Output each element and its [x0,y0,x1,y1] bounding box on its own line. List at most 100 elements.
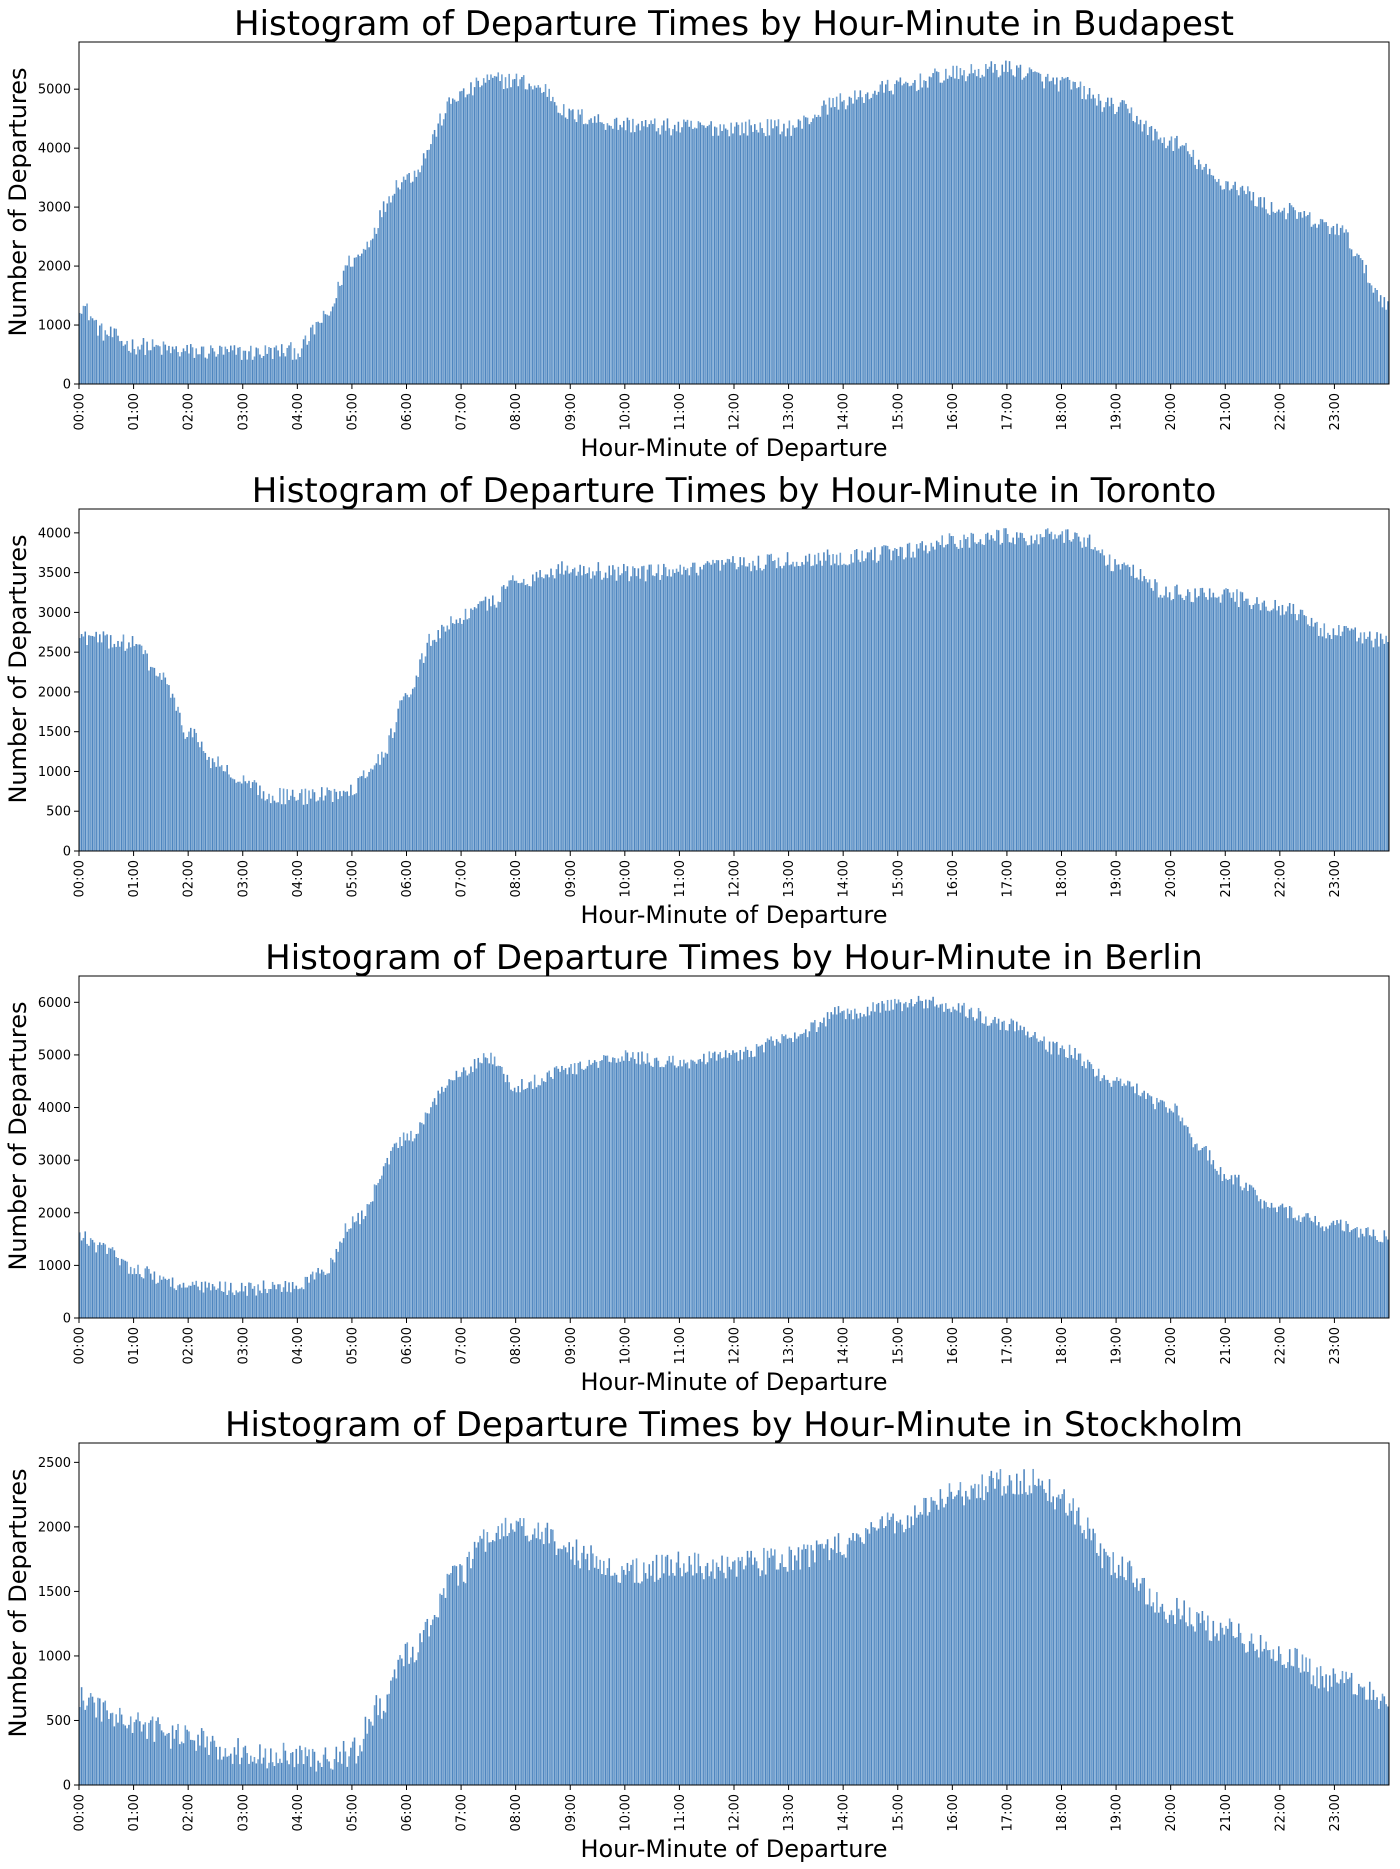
histogram-bar [1188,1607,1191,1785]
x-tick-label: 07:00 [455,1327,470,1364]
histogram-bar [1174,1103,1176,1318]
histogram-bar [350,784,352,851]
histogram-bar [661,1066,663,1318]
histogram-bar [512,1091,514,1318]
histogram-bar [564,1547,567,1785]
histogram-bar [1288,203,1291,384]
histogram-bar [193,1740,196,1785]
histogram-bar [617,1582,620,1785]
histogram-bar [295,1285,298,1318]
histogram-bar [311,1748,314,1785]
histogram-bar [814,1562,816,1785]
histogram-bar [280,1762,283,1785]
histogram-bar [533,581,536,851]
histogram-bar [393,1143,396,1318]
histogram-bar [399,189,401,384]
histogram-bar [415,1660,418,1785]
histogram-bar [1119,1078,1122,1318]
histogram-bar [586,1066,589,1318]
histogram-bar [1134,122,1136,384]
histogram-bar [739,1560,742,1785]
histogram-bar [706,1562,709,1785]
histogram-bar [784,1566,787,1785]
histogram-bar [1074,1048,1076,1318]
histogram-bar [894,83,896,385]
histogram-bar [226,765,228,851]
histogram-bar [890,1516,893,1785]
y-tick-label: 3000 [38,1154,71,1169]
histogram-bar [102,1242,105,1318]
histogram-bar [573,1063,576,1318]
histogram-bar [466,1075,469,1318]
histogram-bar [1236,589,1238,851]
histogram-bar [200,1281,203,1318]
histogram-bar [757,132,760,384]
histogram-bar [459,618,461,851]
histogram-bar [379,764,381,851]
histogram-bar [801,562,803,851]
histogram-bar [113,1726,116,1785]
histogram-bar [1268,214,1271,384]
histogram-bar [966,537,969,851]
histogram-bar [1258,197,1260,384]
histogram-bar [1381,639,1384,851]
histogram-bar [1370,640,1373,851]
histogram-bar [1376,632,1378,851]
histogram-bar [484,1057,487,1318]
histogram-bar [1101,1568,1104,1785]
histogram-bar [100,1721,103,1785]
histogram-bar [271,1762,274,1785]
histogram-bar [1383,1696,1386,1785]
x-tick-label: 19:00 [1110,860,1125,897]
histogram-bar [1050,80,1053,385]
histogram-bar [990,61,993,384]
histogram-bar [1061,1045,1064,1318]
histogram-bar [502,89,505,384]
histogram-bar [888,1520,891,1785]
histogram-bar [990,535,993,851]
histogram-bar [175,1290,177,1318]
histogram-bar [1016,1473,1018,1785]
histogram-bar [641,121,643,385]
histogram-bar [422,662,425,851]
histogram-bar [353,1222,356,1318]
histogram-bar [366,1204,369,1318]
histogram-bar [1290,1665,1293,1785]
histogram-bar [211,758,214,851]
histogram-bar [253,780,256,851]
histogram-bar [930,1000,933,1318]
histogram-bar [562,1069,565,1318]
histogram-bar [448,97,450,385]
histogram-bar [1287,606,1289,851]
histogram-bar [381,751,383,851]
histogram-bar [683,119,685,384]
histogram-bar [402,1132,405,1318]
histogram-bar [517,1521,520,1785]
histogram-bar [992,538,994,851]
histogram-bar [1367,1699,1369,1785]
histogram-bar [1132,120,1135,384]
histogram-bar [1188,592,1191,851]
histogram-bar [142,338,145,384]
histogram-bar [595,1556,598,1785]
histogram-bar [948,1008,951,1318]
histogram-bar [533,85,536,384]
histogram-bar [726,129,729,384]
histogram-bar [815,1031,818,1318]
histogram-bar [122,345,125,384]
histogram-bar [559,113,561,384]
histogram-bar [883,92,885,385]
histogram-bar [233,345,236,384]
histogram-bar [499,80,501,385]
histogram-bar [603,123,605,385]
histogram-bar [779,134,782,384]
histogram-bar [1338,1223,1340,1318]
histogram-bar [344,1751,347,1785]
histogram-bar [579,564,581,851]
histogram-bar [1121,100,1124,385]
histogram-bar [1112,1080,1115,1318]
histogram-bar [180,725,183,851]
histogram-bar [643,565,645,851]
histogram-bar [850,1540,853,1785]
